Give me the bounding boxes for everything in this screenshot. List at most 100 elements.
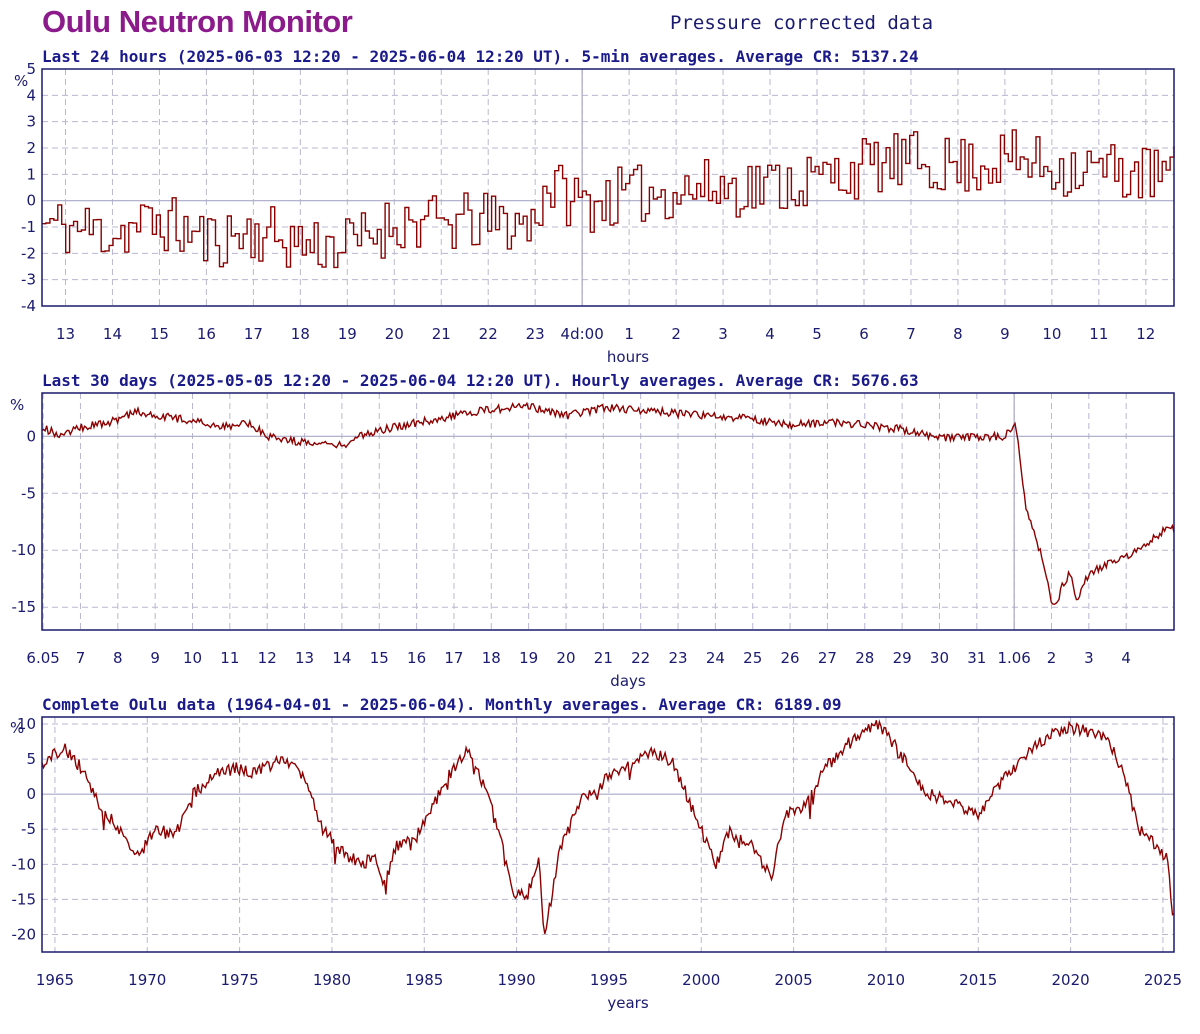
x-tick-label: 9 bbox=[150, 649, 160, 667]
x-tick-label: 2 bbox=[671, 325, 681, 343]
x-tick-label: 2000 bbox=[682, 971, 720, 989]
x-tick-label: 22 bbox=[631, 649, 650, 667]
y-tick-label: -15 bbox=[12, 890, 37, 908]
x-tick-label: 19 bbox=[519, 649, 538, 667]
x-tick-label: 24 bbox=[706, 649, 725, 667]
y-axis-label: % bbox=[10, 719, 24, 737]
y-tick-label: -5 bbox=[21, 484, 36, 502]
x-tick-label: 7 bbox=[906, 325, 916, 343]
x-tick-label: 2025 bbox=[1144, 971, 1182, 989]
x-tick-label: 23 bbox=[668, 649, 687, 667]
x-axis-title: days bbox=[610, 672, 646, 690]
x-tick-label: 1965 bbox=[36, 971, 74, 989]
x-tick-label: 13 bbox=[295, 649, 314, 667]
x-tick-label: 28 bbox=[855, 649, 874, 667]
x-tick-label: 20 bbox=[556, 649, 575, 667]
x-tick-label: 19 bbox=[338, 325, 357, 343]
x-tick-label: 2015 bbox=[959, 971, 997, 989]
y-tick-label: 0 bbox=[26, 427, 36, 445]
plot-frame bbox=[41, 392, 1175, 631]
chart-title-month: Last 30 days (2025-05-05 12:20 - 2025-06… bbox=[42, 371, 919, 390]
x-tick-label: 21 bbox=[432, 325, 451, 343]
x-tick-label: 2010 bbox=[867, 971, 905, 989]
x-tick-label: 3 bbox=[718, 325, 728, 343]
x-tick-label: 8 bbox=[113, 649, 123, 667]
x-axis-title: years bbox=[607, 994, 648, 1012]
x-tick-label: 23 bbox=[526, 325, 545, 343]
y-tick-label: -3 bbox=[21, 271, 36, 289]
y-tick-label: 1 bbox=[26, 165, 36, 183]
y-tick-label: 0 bbox=[26, 785, 36, 803]
series-line bbox=[42, 129, 1175, 269]
x-tick-label: 4 bbox=[1121, 649, 1131, 667]
y-tick-label: -2 bbox=[21, 244, 36, 262]
x-tick-label: 1970 bbox=[128, 971, 166, 989]
y-tick-label: 4 bbox=[26, 86, 36, 104]
x-axis-title: hours bbox=[607, 348, 649, 366]
x-tick-label: 1 bbox=[624, 325, 634, 343]
chart-all: 10 5 0 -5 -10 -15 -20 1965 1970 1975 1980 1985 1990 1… bbox=[10, 715, 1182, 1012]
x-tick-label: 25 bbox=[743, 649, 762, 667]
x-tick-label: 20 bbox=[385, 325, 404, 343]
x-tick-label: 10 bbox=[183, 649, 202, 667]
plot-frame bbox=[41, 716, 1175, 953]
y-tick-label: -1 bbox=[21, 218, 36, 236]
y-tick-label: 10 bbox=[17, 715, 36, 733]
x-tick-label: 21 bbox=[594, 649, 613, 667]
y-tick-label: -10 bbox=[12, 855, 37, 873]
x-tick-label: 7 bbox=[76, 649, 86, 667]
x-tick-label: 10 bbox=[1042, 325, 1061, 343]
chart-title-day: Last 24 hours (2025-06-03 12:20 - 2025-0… bbox=[42, 47, 919, 66]
y-tick-label: -10 bbox=[12, 541, 37, 559]
x-tick-label: 11 bbox=[220, 649, 239, 667]
x-tick-label: 15 bbox=[150, 325, 169, 343]
x-tick-label: 1990 bbox=[497, 971, 535, 989]
x-tick-label: 1975 bbox=[220, 971, 258, 989]
x-tick-label: 22 bbox=[479, 325, 498, 343]
x-tick-label: 26 bbox=[781, 649, 800, 667]
x-tick-label: 1985 bbox=[405, 971, 443, 989]
x-tick-label: 2020 bbox=[1051, 971, 1089, 989]
x-tick-label: 18 bbox=[291, 325, 310, 343]
chart-month: 0 -5 -10 -15 6.05 7 8 9 10 11 12 13 14 15 16 17 18 19 20 21… bbox=[10, 392, 1175, 690]
chart-title-all: Complete Oulu data (1964-04-01 - 2025-06… bbox=[42, 695, 842, 714]
y-tick-label: 5 bbox=[26, 60, 36, 78]
x-tick-label: 17 bbox=[444, 649, 463, 667]
y-tick-label: 0 bbox=[26, 192, 36, 210]
x-tick-label: 3 bbox=[1084, 649, 1094, 667]
y-tick-label: -4 bbox=[21, 297, 36, 315]
x-tick-label: 29 bbox=[893, 649, 912, 667]
x-tick-label: 15 bbox=[370, 649, 389, 667]
page-title: Oulu Neutron Monitor bbox=[42, 4, 353, 39]
x-tick-label: 9 bbox=[1000, 325, 1010, 343]
x-tick-label: 6.05 bbox=[26, 649, 59, 667]
x-tick-label: 12 bbox=[1136, 325, 1155, 343]
x-tick-label: 6 bbox=[859, 325, 869, 343]
x-tick-label: 8 bbox=[953, 325, 963, 343]
y-tick-label: -5 bbox=[21, 820, 36, 838]
x-tick-label: 30 bbox=[930, 649, 949, 667]
x-tick-label: 2005 bbox=[774, 971, 812, 989]
x-tick-label: 1995 bbox=[590, 971, 628, 989]
x-tick-label: 13 bbox=[56, 325, 75, 343]
x-tick-label: 1.06 bbox=[997, 649, 1030, 667]
x-tick-label: 17 bbox=[244, 325, 263, 343]
x-tick-label: 5 bbox=[812, 325, 822, 343]
x-tick-label: 11 bbox=[1089, 325, 1108, 343]
y-tick-label: 3 bbox=[26, 113, 36, 131]
x-tick-label: 16 bbox=[407, 649, 426, 667]
page-subtitle: Pressure corrected data bbox=[670, 12, 934, 34]
x-tick-label: 16 bbox=[197, 325, 216, 343]
x-tick-label: 31 bbox=[967, 649, 986, 667]
x-tick-label: 4 bbox=[765, 325, 775, 343]
series-line bbox=[41, 401, 1175, 606]
y-tick-label: 2 bbox=[26, 139, 36, 157]
x-tick-label: 14 bbox=[103, 325, 122, 343]
x-tick-label: 12 bbox=[258, 649, 277, 667]
plot-frame bbox=[41, 68, 1175, 307]
y-tick-label: -20 bbox=[12, 925, 37, 943]
y-tick-label: -15 bbox=[12, 598, 37, 616]
x-tick-label: 27 bbox=[818, 649, 837, 667]
